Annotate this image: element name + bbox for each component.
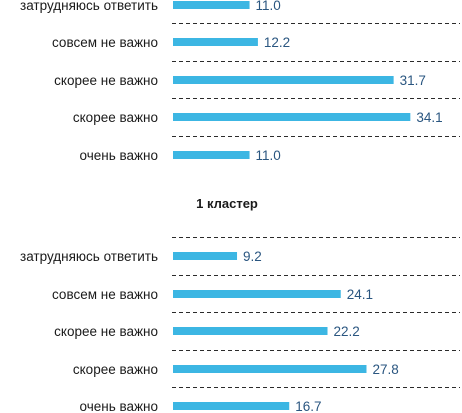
value-label: 22.2 [334,324,360,339]
value-label: 24.1 [347,287,373,302]
category-label: совсем не важно [52,35,158,50]
bar [173,290,341,298]
category-label: скорее важно [73,110,158,125]
category-label: затрудняюсь ответить [20,0,158,13]
bar [173,76,394,84]
bar [173,365,367,373]
value-label: 27.8 [372,362,398,377]
value-label: 34.1 [416,110,442,125]
value-label: 11.0 [256,148,281,163]
value-label: 11.0 [256,0,281,13]
category-label: скорее не важно [54,324,158,339]
value-label: 12.2 [264,35,290,50]
value-label: 16.7 [295,399,321,413]
bar [173,327,328,335]
bar [173,113,411,121]
bar [173,402,290,410]
value-label: 31.7 [400,73,426,88]
category-label: скорее не важно [54,73,158,88]
category-label: затрудняюсь ответить [20,249,158,264]
bar [173,1,250,9]
category-label: скорее важно [73,362,158,377]
bar [173,151,250,159]
bar [173,38,258,46]
chart-panel-top: затрудняюсь ответить 11.0 совсем не важно 1… [20,0,460,163]
panel-title-cluster-1: 1 кластер [196,196,258,211]
bar [173,252,238,260]
chart-panel-cluster-1: 1 кластер затрудняюсь ответить 9.2 совсем … [20,196,460,413]
category-label: совсем не важно [52,287,158,302]
category-label: очень важно [79,148,158,163]
category-label: очень важно [79,399,158,413]
value-label: 9.2 [243,249,262,264]
